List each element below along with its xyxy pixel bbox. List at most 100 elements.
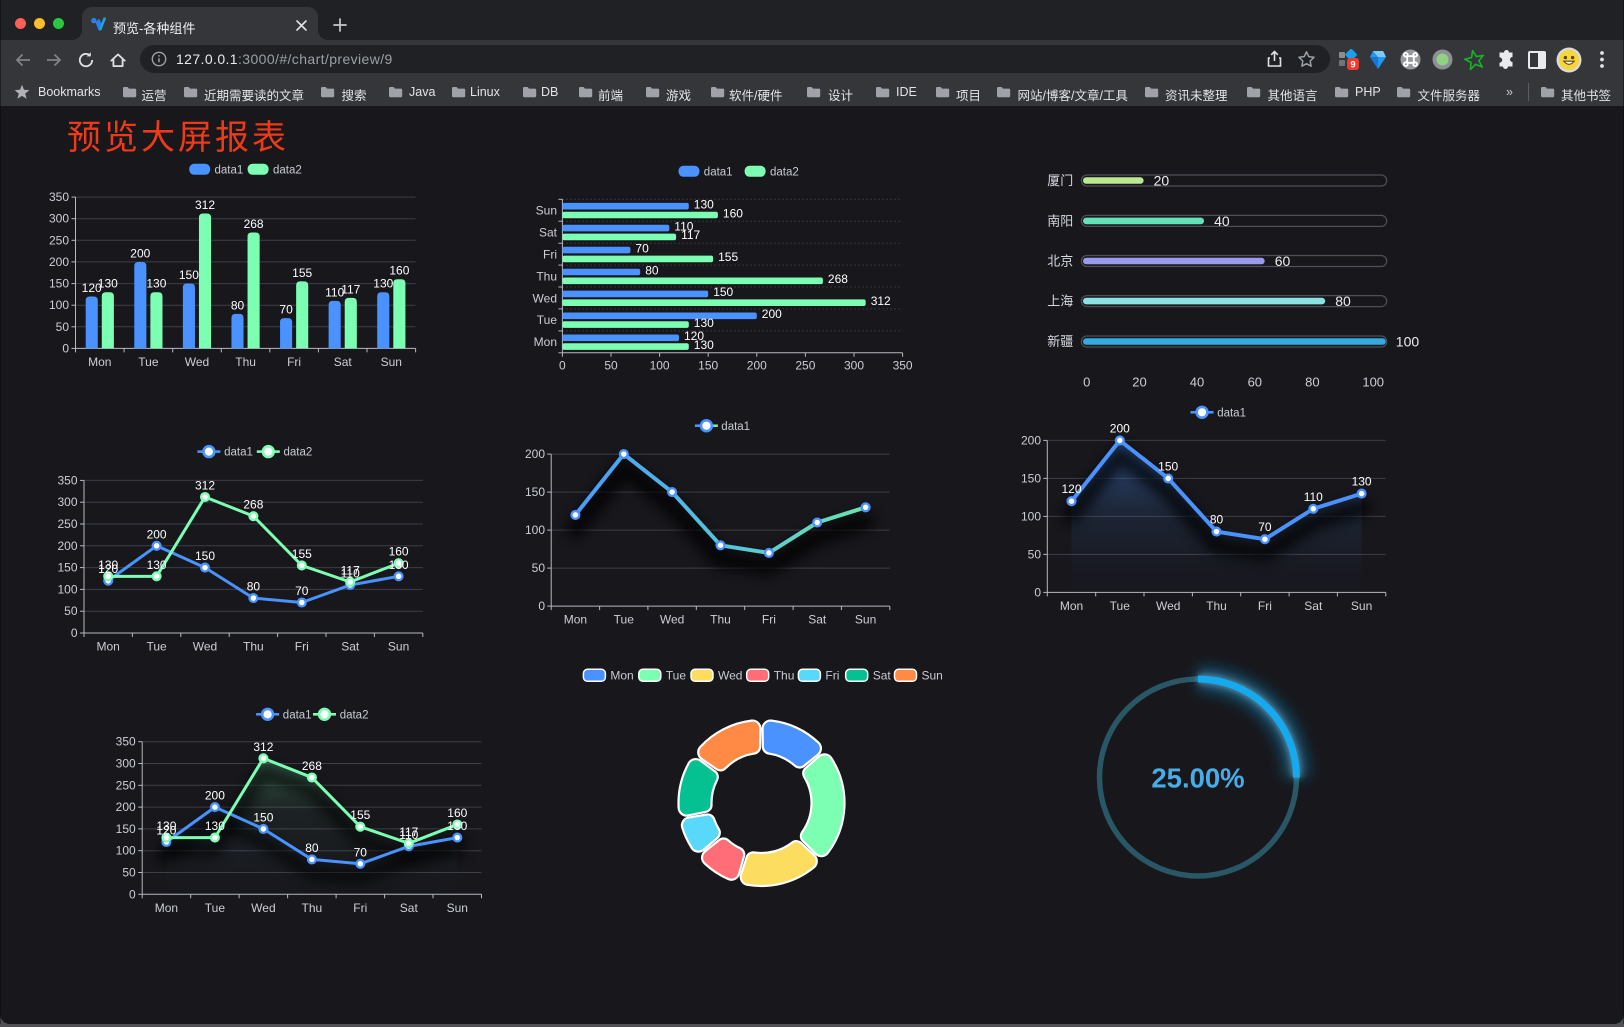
svg-text:117: 117 <box>681 228 700 242</box>
svg-text:Thu: Thu <box>243 640 264 654</box>
svg-text:130: 130 <box>389 558 409 572</box>
svg-text:Fri: Fri <box>287 355 301 369</box>
svg-text:Mon: Mon <box>88 355 111 369</box>
svg-text:50: 50 <box>64 604 78 618</box>
svg-text:Sun: Sun <box>388 640 409 654</box>
svg-text:Thu: Thu <box>1206 599 1227 613</box>
svg-text:70: 70 <box>635 241 649 255</box>
svg-text:100: 100 <box>525 523 545 537</box>
svg-text:100: 100 <box>116 844 136 858</box>
svg-text:110: 110 <box>399 828 418 842</box>
svg-text:Wed: Wed <box>718 669 742 683</box>
svg-text:Fri: Fri <box>1258 599 1272 613</box>
svg-text:Mon: Mon <box>97 640 120 654</box>
svg-text:130: 130 <box>156 819 176 833</box>
svg-text:Thu: Thu <box>235 355 256 369</box>
svg-text:130: 130 <box>1352 475 1372 489</box>
svg-text:data2: data2 <box>273 164 302 176</box>
svg-text:0: 0 <box>1083 375 1090 390</box>
svg-text:200: 200 <box>130 246 150 260</box>
svg-text:130: 130 <box>98 277 118 291</box>
svg-text:data2: data2 <box>770 166 799 178</box>
svg-text:155: 155 <box>292 266 312 280</box>
svg-text:70: 70 <box>354 845 368 859</box>
svg-text:160: 160 <box>389 545 409 559</box>
svg-text:Tue: Tue <box>1110 599 1131 613</box>
svg-text:北京: 北京 <box>1047 254 1073 269</box>
svg-text:350: 350 <box>49 190 69 204</box>
svg-text:60: 60 <box>1248 375 1262 390</box>
svg-text:120: 120 <box>1061 482 1081 496</box>
svg-text:0: 0 <box>1034 585 1041 599</box>
svg-text:50: 50 <box>604 358 618 372</box>
svg-text:268: 268 <box>243 498 263 512</box>
svg-text:9: 9 <box>1350 59 1355 70</box>
svg-text:Sat: Sat <box>1304 599 1323 613</box>
svg-text:150: 150 <box>116 822 136 836</box>
svg-text:100: 100 <box>650 358 670 372</box>
svg-text:Sat: Sat <box>873 669 892 683</box>
svg-text:新疆: 新疆 <box>1047 334 1073 349</box>
svg-text:Sun: Sun <box>1351 599 1372 613</box>
svg-text:312: 312 <box>195 198 215 212</box>
svg-text:50: 50 <box>56 320 70 334</box>
svg-text:150: 150 <box>698 358 718 372</box>
svg-text:Mon: Mon <box>534 335 557 349</box>
svg-text:Thu: Thu <box>536 269 557 283</box>
svg-text:100: 100 <box>49 298 69 312</box>
svg-text:Fri: Fri <box>353 901 367 915</box>
svg-text:80: 80 <box>231 298 245 312</box>
svg-text:130: 130 <box>694 338 714 352</box>
svg-text:80: 80 <box>247 580 261 594</box>
svg-text:130: 130 <box>373 277 393 291</box>
svg-text:110: 110 <box>1304 490 1323 504</box>
svg-text:300: 300 <box>57 495 77 509</box>
svg-text:Wed: Wed <box>193 640 217 654</box>
svg-text:250: 250 <box>795 358 815 372</box>
svg-text:data1: data1 <box>215 164 244 176</box>
svg-text:250: 250 <box>57 517 77 531</box>
svg-text:Tue: Tue <box>205 901 226 915</box>
svg-text:155: 155 <box>292 547 312 561</box>
svg-text:130: 130 <box>694 198 714 212</box>
svg-text:25.00%: 25.00% <box>1151 762 1244 793</box>
svg-text:厦门: 厦门 <box>1047 173 1073 188</box>
svg-text:268: 268 <box>828 272 848 286</box>
svg-text:130: 130 <box>447 819 467 833</box>
svg-text:130: 130 <box>146 277 166 291</box>
svg-text:150: 150 <box>49 277 69 291</box>
svg-text:0: 0 <box>538 599 545 613</box>
svg-text:100: 100 <box>1362 375 1384 390</box>
svg-text:150: 150 <box>179 268 199 282</box>
svg-text:250: 250 <box>49 233 69 247</box>
svg-text:200: 200 <box>1110 421 1130 435</box>
svg-text:200: 200 <box>747 358 767 372</box>
svg-text:Sun: Sun <box>922 669 943 683</box>
svg-text:80: 80 <box>1210 513 1224 527</box>
svg-text:Thu: Thu <box>774 669 795 683</box>
svg-text:150: 150 <box>253 810 273 824</box>
svg-text:Sat: Sat <box>334 355 353 369</box>
svg-text:200: 200 <box>205 789 225 803</box>
svg-text:150: 150 <box>525 485 545 499</box>
svg-text:120: 120 <box>98 562 118 576</box>
svg-text:350: 350 <box>116 735 136 749</box>
svg-text:Mon: Mon <box>1060 599 1083 613</box>
svg-text:50: 50 <box>122 866 136 880</box>
svg-text:Tue: Tue <box>614 613 635 627</box>
svg-text:Sat: Sat <box>400 901 419 915</box>
svg-text:Fri: Fri <box>825 669 839 683</box>
svg-text:Tue: Tue <box>138 355 159 369</box>
svg-text:120: 120 <box>82 281 102 295</box>
svg-text:Mon: Mon <box>155 901 178 915</box>
svg-text:data1: data1 <box>704 166 733 178</box>
svg-text:350: 350 <box>57 473 77 487</box>
svg-text:0: 0 <box>71 626 78 640</box>
svg-text:110: 110 <box>325 285 344 299</box>
svg-text:200: 200 <box>525 447 545 461</box>
svg-text:312: 312 <box>195 479 215 493</box>
svg-text:117: 117 <box>399 825 418 839</box>
svg-text:Wed: Wed <box>185 355 209 369</box>
svg-text:80: 80 <box>1305 375 1319 390</box>
svg-text:20: 20 <box>1154 173 1170 189</box>
